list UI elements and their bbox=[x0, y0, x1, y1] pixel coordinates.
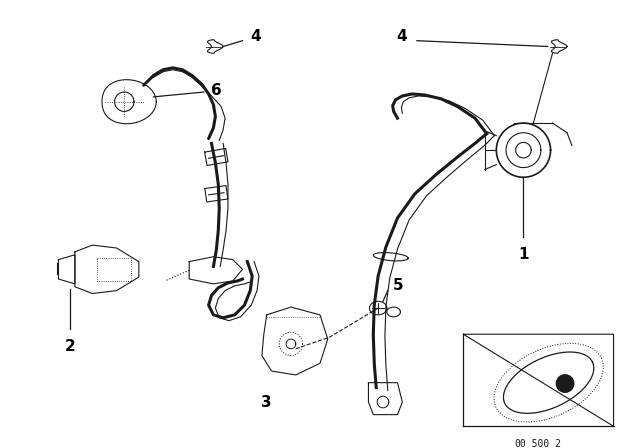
Text: 4: 4 bbox=[397, 29, 407, 44]
Text: 5: 5 bbox=[393, 278, 403, 293]
Text: 6: 6 bbox=[211, 82, 221, 98]
Text: 3: 3 bbox=[261, 395, 272, 410]
Circle shape bbox=[556, 375, 574, 392]
Text: 2: 2 bbox=[65, 339, 76, 354]
Text: 00_500_2: 00_500_2 bbox=[515, 438, 561, 448]
Text: 4: 4 bbox=[250, 29, 261, 44]
Text: 1: 1 bbox=[518, 247, 529, 262]
